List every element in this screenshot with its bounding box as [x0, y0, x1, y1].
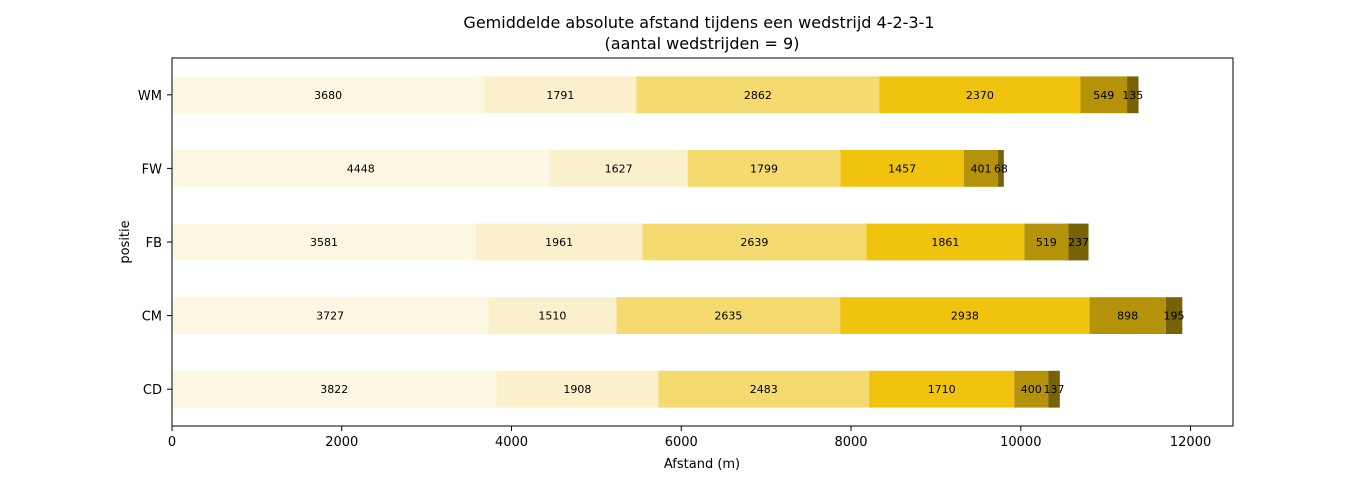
- bar-segment-cm-1: [172, 297, 489, 334]
- data-label-fw-6: 68: [994, 162, 1008, 175]
- bar-segment-wm-2: [484, 76, 637, 114]
- data-label-cm-4: 2938: [951, 310, 979, 323]
- data-label-fb-5: 519: [1036, 236, 1057, 249]
- data-label-fw-1: 4448: [347, 162, 375, 175]
- x-tick-label: 8000: [834, 435, 867, 450]
- bar-segment-cd-1: [172, 370, 497, 408]
- chart-title-line2: (aantal wedstrijden = 9): [605, 34, 800, 53]
- chart-title-line1: Gemiddelde absolute afstand tijdens een …: [463, 13, 934, 32]
- bar-segment-cd-3: [658, 370, 870, 408]
- data-label-fb-1: 3581: [310, 236, 338, 249]
- data-label-fw-4: 1457: [888, 162, 916, 175]
- data-label-cd-5: 400: [1021, 383, 1042, 396]
- bar-segment-cd-5: [1014, 370, 1049, 408]
- bar-segment-fb-1: [172, 223, 476, 261]
- bar-segment-wm-3: [636, 76, 880, 114]
- data-label-cm-2: 1510: [538, 310, 566, 323]
- bar-segment-fw-5: [964, 150, 999, 187]
- data-label-fw-3: 1799: [750, 162, 778, 175]
- data-label-cm-1: 3727: [316, 310, 344, 323]
- bar-segment-fw-3: [687, 150, 841, 187]
- bar-segment-cm-3: [616, 297, 841, 334]
- data-label-cd-3: 2483: [750, 383, 778, 396]
- data-label-fw-2: 1627: [605, 162, 633, 175]
- bar-segment-cd-6: [1048, 370, 1060, 408]
- data-label-cd-1: 3822: [320, 383, 348, 396]
- y-tick-label-fw: FW: [142, 162, 162, 177]
- data-label-wm-3: 2862: [744, 89, 772, 102]
- data-label-wm-5: 549: [1093, 89, 1114, 102]
- bar-segment-cd-2: [496, 370, 659, 408]
- bar-segment-fb-3: [642, 223, 867, 261]
- x-tick-label: 10000: [1000, 435, 1041, 450]
- y-tick-label-fb: FB: [146, 236, 162, 251]
- bar-segment-cm-5: [1089, 297, 1166, 334]
- y-tick-label-cd: CD: [143, 383, 162, 398]
- data-label-fw-5: 401: [971, 162, 992, 175]
- data-label-cm-3: 2635: [714, 310, 742, 323]
- y-tick-label-wm: WM: [138, 89, 162, 104]
- data-label-cd-4: 1710: [928, 383, 956, 396]
- bar-segment-wm-5: [1080, 76, 1128, 114]
- data-label-wm-6: 135: [1122, 89, 1143, 102]
- x-tick-label: 0: [168, 435, 176, 450]
- bar-segment-fb-5: [1024, 223, 1069, 261]
- data-label-fb-6: 237: [1068, 236, 1089, 249]
- data-label-wm-4: 2370: [966, 89, 994, 102]
- bars-group: 3822 1908 2483 1710 400 137 3727 1510 2635 2938 89…: [172, 76, 1185, 408]
- x-tick-label: 2000: [325, 435, 358, 450]
- y-axis-label: positie: [118, 220, 133, 263]
- x-tick-label: 4000: [495, 435, 528, 450]
- bar-segment-fb-2: [475, 223, 643, 261]
- data-label-wm-1: 3680: [314, 89, 342, 102]
- data-label-fb-4: 1861: [931, 236, 959, 249]
- x-tick-label: 6000: [665, 435, 698, 450]
- data-label-fb-3: 2639: [740, 236, 768, 249]
- bar-segment-cm-4: [840, 297, 1090, 334]
- x-axis: 0 2000 4000 6000 8000 10000 12000: [168, 426, 1211, 450]
- bar-segment-fw-4: [840, 150, 965, 187]
- bar-segment-fb-4: [866, 223, 1025, 261]
- bar-segment-cm-2: [488, 297, 617, 334]
- bar-segment-wm-1: [172, 76, 485, 114]
- data-label-fb-2: 1961: [545, 236, 573, 249]
- y-axis: CD CM FB FW WM: [138, 89, 172, 398]
- data-label-cd-2: 1908: [563, 383, 591, 396]
- data-label-cd-6: 137: [1044, 383, 1065, 396]
- bar-segment-fw-6: [998, 150, 1004, 187]
- y-tick-label-cm: CM: [142, 310, 162, 325]
- data-label-cm-5: 898: [1117, 310, 1138, 323]
- bar-segment-fb-6: [1068, 223, 1089, 261]
- bar-segment-cm-6: [1165, 297, 1183, 334]
- bar-segment-wm-6: [1127, 76, 1139, 114]
- data-label-wm-2: 1791: [546, 89, 574, 102]
- bar-segment-wm-4: [879, 76, 1081, 114]
- bar-segment-fw-1: [172, 150, 550, 187]
- x-tick-label: 12000: [1170, 435, 1211, 450]
- bar-segment-fw-2: [549, 150, 688, 187]
- data-label-cm-6: 195: [1164, 310, 1185, 323]
- bar-segment-cd-4: [869, 370, 1015, 408]
- x-axis-label: Afstand (m): [664, 457, 740, 472]
